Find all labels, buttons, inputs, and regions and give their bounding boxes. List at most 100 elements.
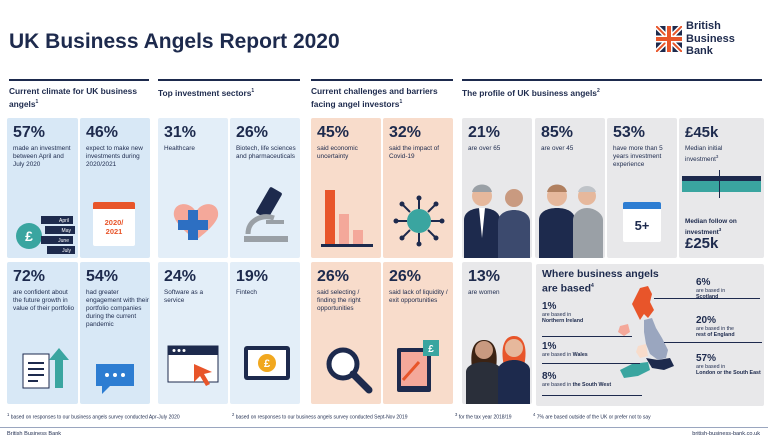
microscope-icon [244, 187, 288, 242]
logo-text: British Business Bank [686, 20, 735, 57]
footnote-2: 2 based on responses to our business ang… [232, 412, 408, 421]
footnote-3: 3 for the tax year 2018/19 [455, 412, 512, 421]
stat-desc: Fintech [236, 289, 257, 296]
map-title: Where business angels are based4 [542, 268, 659, 295]
sector-card-healthcare: 31% Healthcare [158, 118, 228, 258]
section-divider [158, 79, 300, 81]
follow-label: Median follow on investment3 [685, 218, 737, 237]
footnote-4: 4 7% are based outside of the UK or pref… [533, 412, 651, 421]
stat-desc: are confident about the future growth in… [13, 289, 75, 312]
stat-value: 19% [236, 268, 269, 285]
stat-desc: said the impact of Covid-19 [389, 145, 440, 160]
region-south-west: 8% are based in the South West [542, 371, 612, 388]
month-label: April [59, 218, 69, 224]
stat-value: 53% [613, 124, 646, 141]
women-icon [466, 336, 530, 404]
stat-desc: are women [468, 289, 500, 296]
calendar-icon: 5+ [623, 202, 661, 242]
profile-card-investment: £45k Median initial investment3 Median f… [679, 118, 764, 258]
stat-desc: said lack of liquidity / exit opportunit… [389, 289, 448, 304]
challenge-card-opportunities: 26% said selecting / finding the right o… [311, 262, 381, 404]
stat-desc: expect to make new investments during 20… [86, 145, 143, 168]
svg-text:£: £ [428, 344, 434, 355]
section-title-profile: The profile of UK business angels2 [462, 87, 600, 98]
stat-desc: said selecting / finding the right oppor… [317, 289, 361, 312]
stat-desc: said economic uncertainty [317, 145, 358, 160]
climate-card-confident: 72% are confident about the future growt… [7, 262, 78, 404]
section-title-sectors: Top investment sectors1 [158, 87, 255, 98]
follow-amount: £25k [685, 235, 719, 252]
stat-value: 24% [164, 268, 197, 285]
stat-desc: Software as a service [164, 289, 204, 304]
profile-card-over65: 21% are over 65 [462, 118, 532, 258]
brand-logo[interactable]: British Business Bank [656, 20, 760, 66]
chat-bubble-icon [96, 364, 134, 394]
sector-card-fintech: 19% Fintech £ [230, 262, 300, 404]
profile-card-experience: 53% have more than 5 years investment ex… [607, 118, 677, 258]
pound-calendar-icon: £ April May June July [16, 216, 75, 254]
month-label: May [62, 228, 72, 234]
stat-value: 31% [164, 124, 197, 141]
climate-card-engagement: 54% had greater engagement with their po… [80, 262, 150, 404]
section-divider [462, 79, 762, 81]
challenge-card-economic: 45% said economic uncertainty [311, 118, 381, 258]
virus-icon [393, 195, 445, 247]
profile-card-women: 13% are women [462, 262, 532, 404]
footer-brand: British Business Bank [7, 431, 62, 437]
stat-value: 26% [236, 124, 269, 141]
stat-value: 26% [317, 268, 350, 285]
footer-website-link[interactable]: british-business-bank.co.uk [692, 431, 760, 437]
declining-bar-chart-icon [321, 190, 373, 247]
region-wales: 1% are based in Wales [542, 341, 588, 358]
section-divider [311, 79, 453, 81]
region-northern-ireland: 1% are based in Northern Ireland [542, 301, 584, 324]
browser-cursor-icon [167, 345, 219, 386]
stat-value: 26% [389, 268, 422, 285]
stat-value: 21% [468, 124, 501, 141]
stat-desc: made an investment between April and Jul… [13, 145, 71, 168]
leader-line [542, 336, 632, 337]
magnifier-icon [326, 347, 373, 394]
footer-divider [0, 427, 768, 428]
health-cross-heart-icon [173, 204, 219, 240]
section-divider [9, 79, 149, 81]
initial-amount: £45k [685, 124, 719, 141]
stat-desc: had greater engagement with their portfo… [86, 289, 149, 328]
month-label: July [62, 248, 71, 254]
stat-value: 32% [389, 124, 422, 141]
page-title: UK Business Angels Report 2020 [9, 30, 340, 53]
challenge-card-covid: 32% said the impact of Covid-19 [383, 118, 453, 258]
investment-bar-top [682, 176, 761, 181]
stat-value: 85% [541, 124, 574, 141]
people-icon [464, 184, 530, 258]
footnote-1: 1 based on responses to our business ang… [7, 412, 180, 421]
stat-value: 45% [317, 124, 350, 141]
stat-value: 13% [468, 268, 501, 285]
profile-card-over45: 85% are over 45 [535, 118, 605, 258]
leader-line [664, 342, 762, 343]
initial-label: Median initial investment3 [685, 145, 723, 164]
stat-desc: Healthcare [164, 145, 195, 152]
stat-value: 72% [13, 268, 46, 285]
section-title-climate: Current climate for UK business angels1 [9, 86, 137, 109]
exit-device-icon: £ [397, 340, 439, 392]
leader-line [654, 298, 760, 299]
region-london-south-east: 57% are based in London or the South East [696, 353, 761, 376]
stat-value: 54% [86, 268, 119, 285]
svg-text:£: £ [25, 228, 33, 244]
stat-desc: are over 65 [468, 145, 501, 152]
stat-desc: Biotech, life sciences and pharmaceutica… [236, 145, 296, 160]
sector-card-biotech: 26% Biotech, life sciences and pharmaceu… [230, 118, 300, 258]
stat-value: 46% [86, 124, 119, 141]
leader-line [542, 395, 642, 396]
experience-years: 5+ [634, 218, 650, 233]
section-title-challenges: Current challenges and barriers facing a… [311, 86, 438, 109]
calendar-icon: 2020/ 2021 [93, 202, 135, 246]
challenge-card-liquidity: 26% said lack of liquidity / exit opport… [383, 262, 453, 404]
svg-text:£: £ [264, 358, 270, 370]
leader-line [542, 363, 640, 364]
climate-card-expect: 46% expect to make new investments durin… [80, 118, 150, 258]
region-scotland: 6% are based in Scotland [696, 277, 726, 300]
people-icon [539, 184, 603, 258]
sector-card-saas: 24% Software as a service [158, 262, 228, 404]
